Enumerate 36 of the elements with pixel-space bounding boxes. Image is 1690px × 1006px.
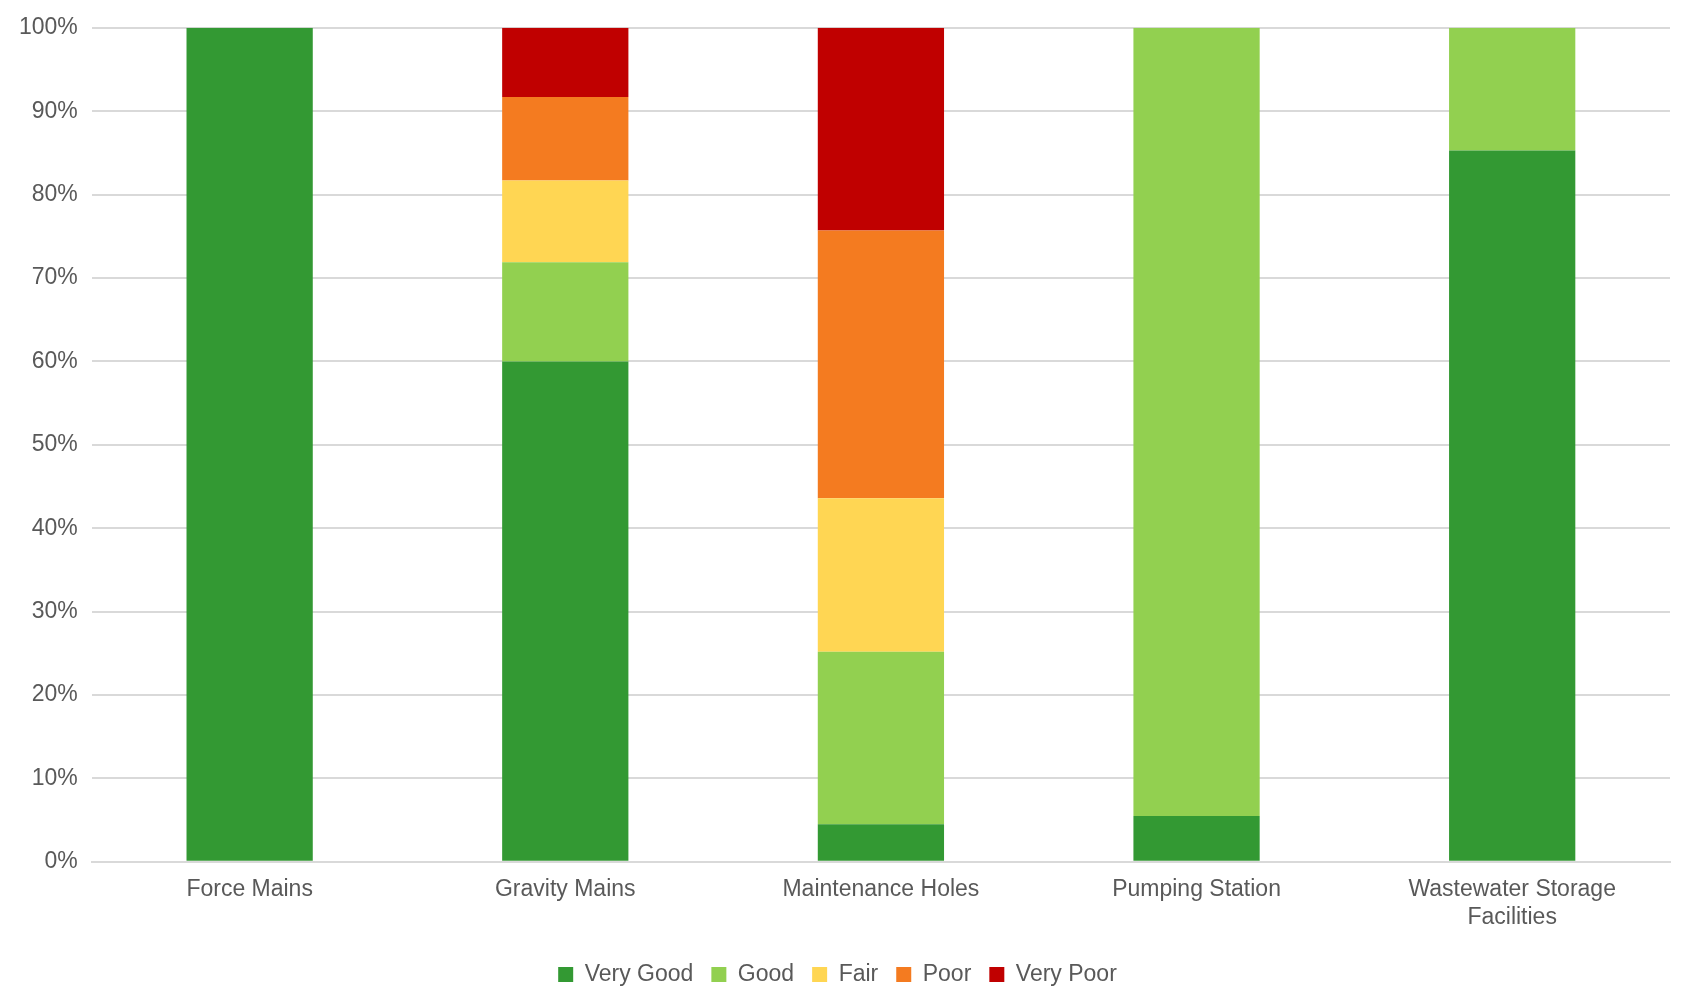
y-tick-label: 50% <box>31 430 78 457</box>
bar <box>817 27 945 231</box>
bar <box>186 27 313 861</box>
x-tick-label: Maintenance Holes <box>782 874 980 901</box>
legend-label: Very Poor <box>1015 959 1118 986</box>
bar <box>502 361 629 861</box>
y-tick-label: 30% <box>31 596 78 623</box>
y-tick-label: 90% <box>31 96 78 123</box>
x-tick-label: Pumping Station <box>1112 874 1281 901</box>
bar <box>1449 150 1576 861</box>
legend-label: Fair <box>838 959 879 986</box>
bar <box>817 824 945 861</box>
y-tick-label: 40% <box>31 513 78 540</box>
x-tick-label: Gravity Mains <box>494 874 636 901</box>
bar <box>1449 27 1576 151</box>
bar <box>1133 27 1260 816</box>
y-tick-label: 10% <box>31 763 78 790</box>
y-tick-label: 100% <box>19 13 78 40</box>
bar <box>817 230 945 499</box>
bar <box>817 498 945 652</box>
bar <box>1133 815 1260 861</box>
bar <box>502 262 629 362</box>
bar <box>817 651 945 825</box>
x-tick-label: Force Mains <box>186 874 313 901</box>
legend-label: Good <box>737 959 795 986</box>
x-tick-label: Wastewater Storage Facilities <box>1408 874 1616 929</box>
legend-label: Poor <box>922 959 972 986</box>
y-tick-label: 60% <box>31 346 78 373</box>
bar <box>502 180 629 263</box>
legend-label: Very Good <box>584 959 694 986</box>
bar <box>502 27 629 98</box>
y-tick-label: 20% <box>31 680 78 707</box>
bar <box>502 97 629 181</box>
y-tick-label: 80% <box>31 179 78 206</box>
y-tick-label: 70% <box>31 263 78 290</box>
y-tick-label: 0% <box>44 847 78 874</box>
